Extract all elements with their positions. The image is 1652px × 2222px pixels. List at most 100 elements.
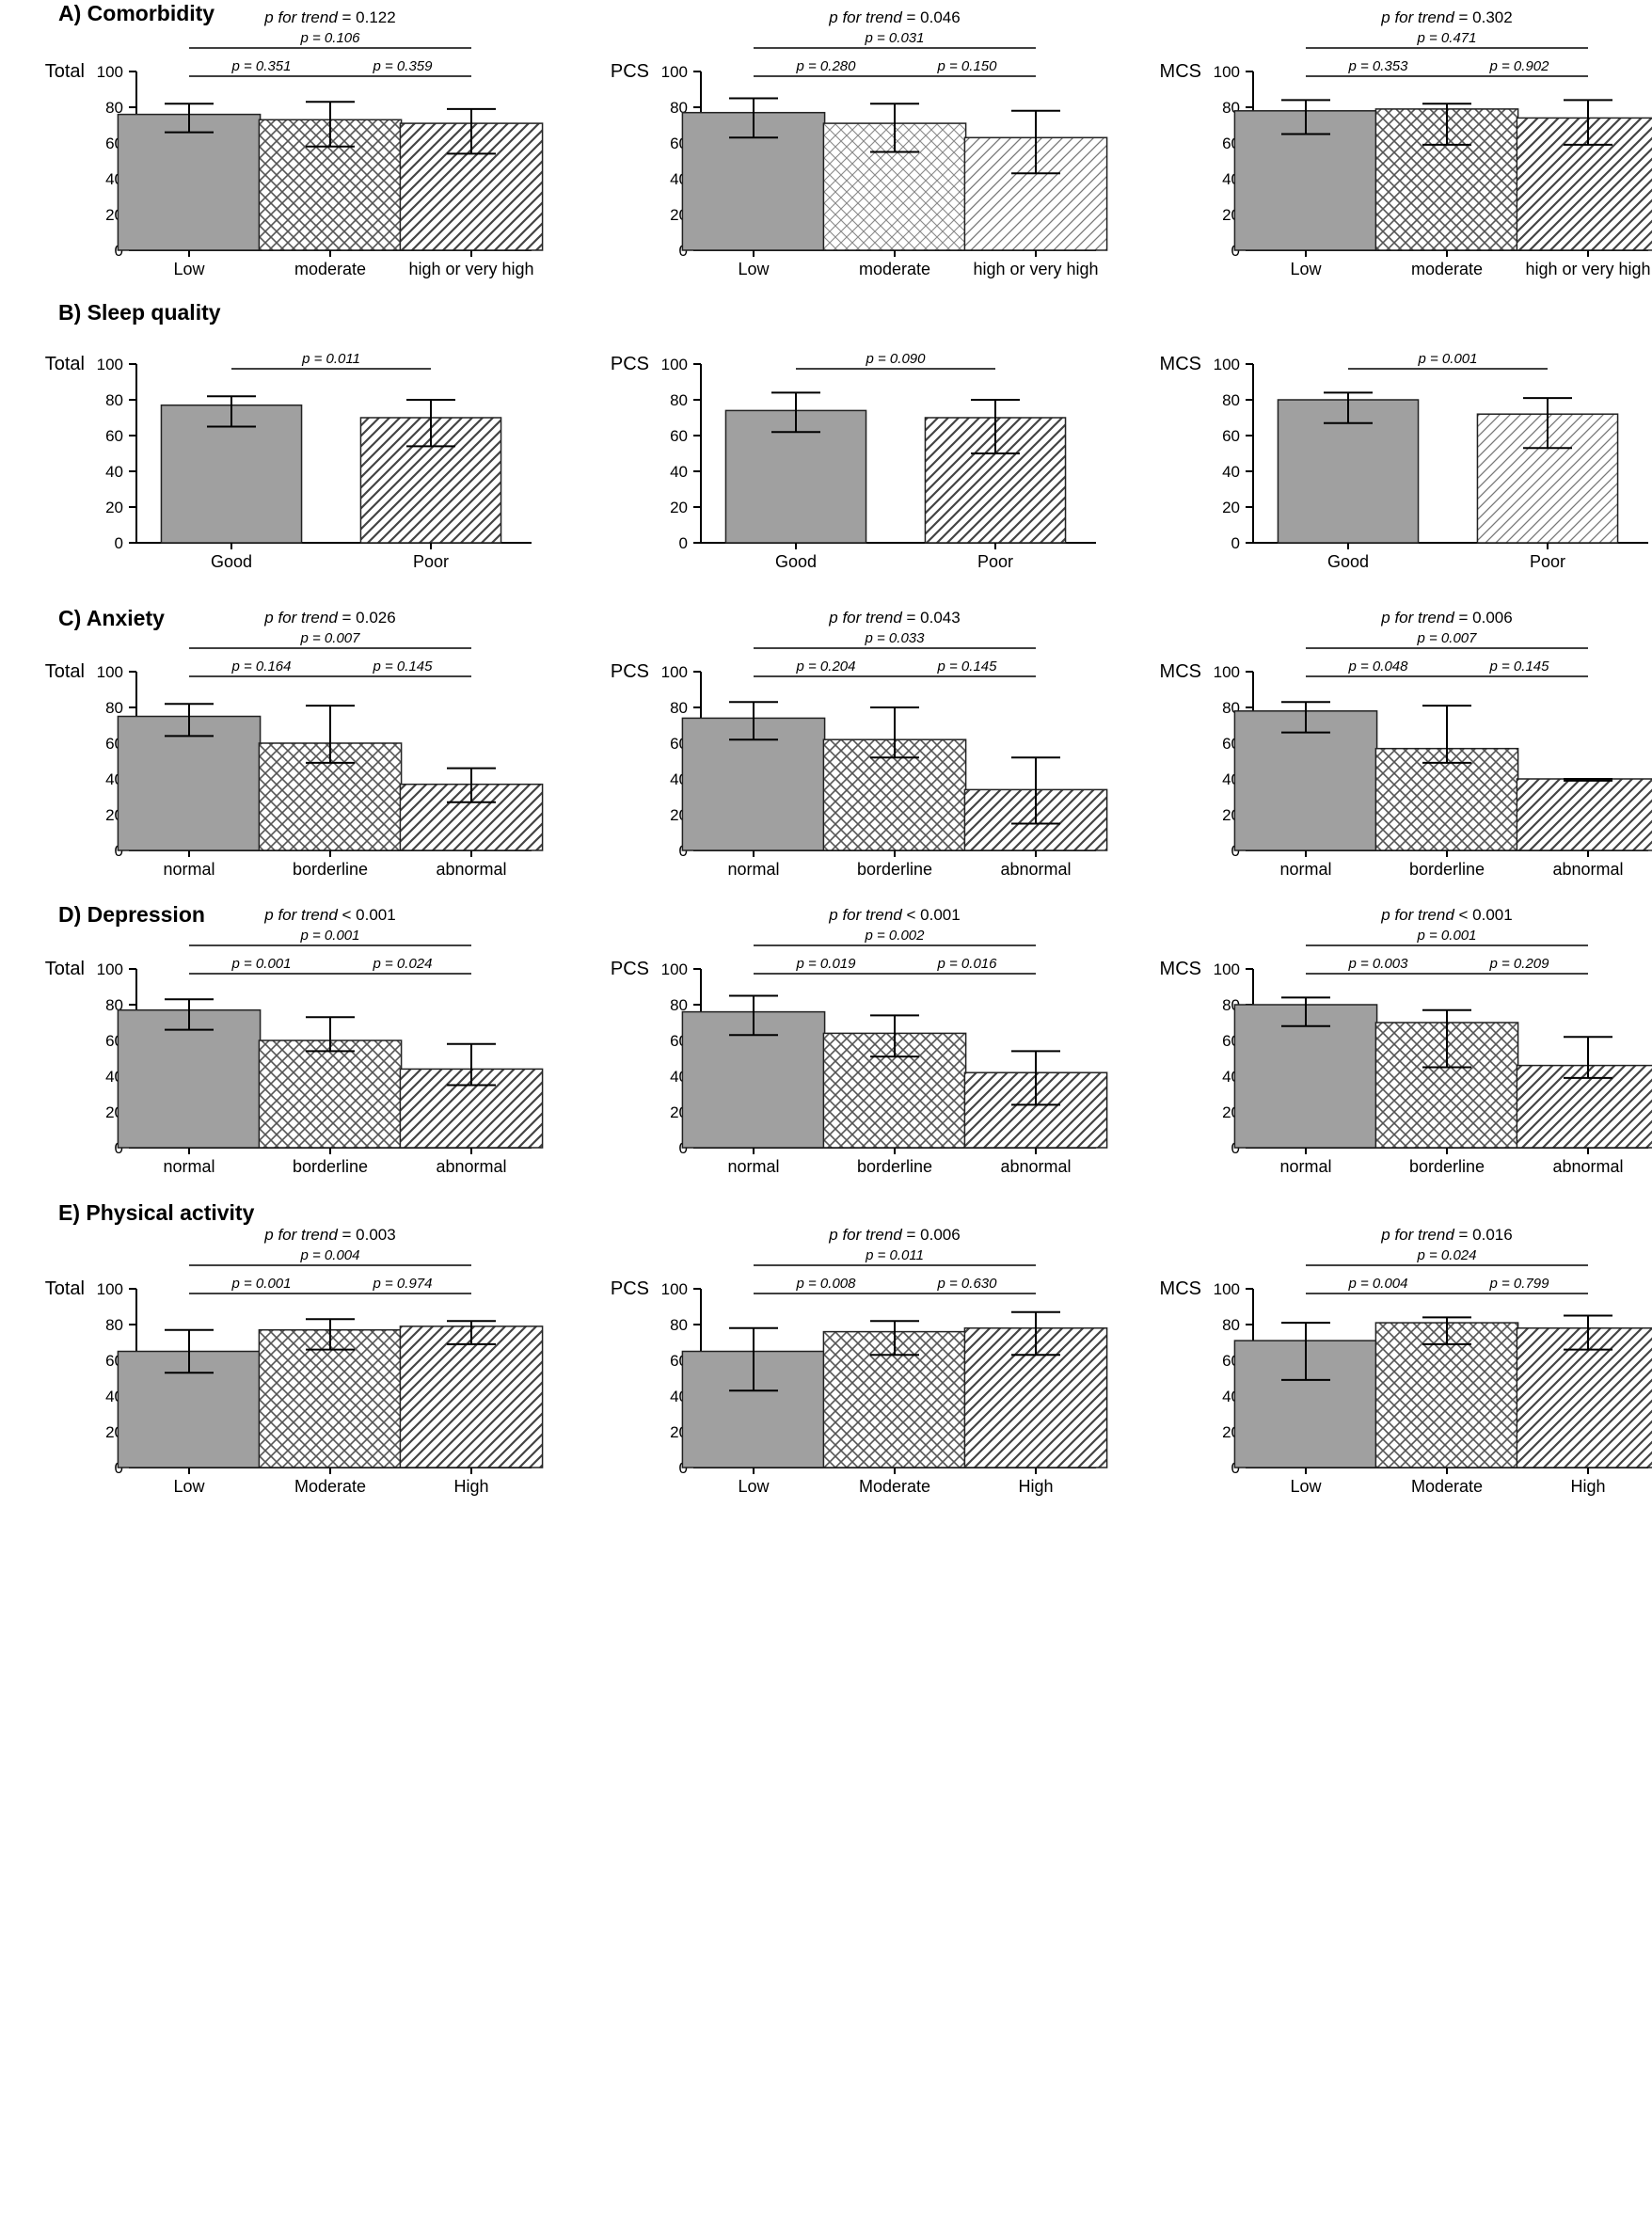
y-tick-label: 60 — [1222, 427, 1240, 445]
y-axis-label: Total — [45, 959, 85, 979]
y-tick-label: 100 — [1214, 63, 1240, 81]
x-tick-label: normal — [163, 1157, 214, 1176]
trend-label-value: = 0.016 — [1459, 1226, 1513, 1244]
comparison-label: p = 0.799 — [1489, 1276, 1550, 1292]
x-tick-label: borderline — [293, 860, 368, 879]
comparison-label: p = 0.106 — [300, 30, 361, 46]
y-tick-label: 100 — [661, 1280, 688, 1298]
comparison-label: p = 0.007 — [1417, 630, 1478, 646]
comparison-label: p = 0.016 — [937, 956, 998, 972]
bar — [1374, 1322, 1519, 1468]
x-tick-label: abnormal — [436, 1157, 506, 1176]
x-tick-label: borderline — [1409, 1157, 1485, 1176]
x-tick-label: moderate — [1411, 260, 1483, 278]
trend-label: p for trend = 0.003 — [263, 1226, 395, 1244]
trend-label-value: = 0.026 — [342, 609, 396, 627]
x-tick-label: borderline — [857, 860, 932, 879]
y-tick-label: 100 — [97, 1280, 123, 1298]
x-tick-label: high or very high — [408, 260, 533, 278]
x-tick-label: Moderate — [859, 1477, 930, 1496]
chart-panel: PCS020406080100LowModerateHighp = 0.011p… — [611, 1226, 1108, 1496]
y-tick-label: 40 — [105, 463, 123, 481]
section-title: B) Sleep quality — [58, 300, 221, 325]
x-tick-label: abnormal — [436, 860, 506, 879]
comparison-label: p = 0.902 — [1489, 58, 1550, 74]
comparison-label: p = 0.150 — [937, 58, 998, 74]
comparison-label: p = 0.031 — [865, 30, 925, 46]
x-tick-label: Low — [173, 260, 205, 278]
y-tick-label: 80 — [670, 699, 688, 717]
bar — [399, 1325, 544, 1468]
bar — [963, 1071, 1108, 1149]
trend-label-prefix: p for trend — [828, 1226, 906, 1244]
comparison-label: p = 0.001 — [1418, 351, 1478, 367]
comparison-label: p = 0.164 — [231, 659, 292, 675]
comparison-label: p = 0.004 — [1348, 1276, 1408, 1292]
trend-label-value: = 0.006 — [907, 1226, 961, 1244]
bar — [1516, 1064, 1652, 1149]
comparison-label: p = 0.011 — [301, 351, 360, 367]
trend-label: p for trend = 0.016 — [1380, 1226, 1512, 1244]
comparison-label: p = 0.630 — [937, 1276, 998, 1292]
x-tick-label: borderline — [1409, 860, 1485, 879]
y-tick-label: 80 — [105, 391, 123, 409]
y-axis-label: Total — [45, 354, 85, 374]
y-tick-label: 100 — [97, 356, 123, 373]
trend-label-value: < 0.001 — [342, 906, 396, 924]
x-tick-label: Low — [1290, 260, 1322, 278]
trend-label: p for trend < 0.001 — [263, 906, 395, 924]
comparison-label: p = 0.280 — [796, 58, 857, 74]
section-title: D) Depression — [58, 902, 205, 927]
y-tick-label: 100 — [97, 63, 123, 81]
comparison-label: p = 0.471 — [1417, 30, 1477, 46]
x-tick-label: Moderate — [294, 1477, 366, 1496]
y-tick-label: 20 — [105, 499, 123, 516]
x-tick-label: High — [453, 1477, 488, 1496]
bar — [117, 1008, 262, 1149]
y-tick-label: 40 — [1222, 463, 1240, 481]
x-tick-label: abnormal — [1552, 860, 1623, 879]
y-tick-label: 100 — [661, 356, 688, 373]
comparison-label: p = 0.353 — [1348, 58, 1409, 74]
trend-label-prefix: p for trend — [1380, 906, 1458, 924]
trend-label-prefix: p for trend — [1380, 609, 1458, 627]
section-title: C) Anxiety — [58, 606, 165, 630]
trend-label-prefix: p for trend — [1380, 8, 1458, 26]
comparison-label: p = 0.145 — [937, 659, 998, 675]
y-tick-label: 100 — [661, 960, 688, 978]
x-tick-label: high or very high — [973, 260, 1098, 278]
y-tick-label: 60 — [105, 427, 123, 445]
y-axis-label: MCS — [1160, 959, 1201, 979]
comparison-label: p = 0.001 — [1417, 928, 1477, 944]
comparison-label: p = 0.024 — [373, 956, 433, 972]
x-tick-label: Poor — [413, 552, 449, 571]
x-tick-label: borderline — [293, 1157, 368, 1176]
comparison-label: p = 0.001 — [231, 956, 292, 972]
y-tick-label: 80 — [105, 99, 123, 117]
y-tick-label: 100 — [1214, 356, 1240, 373]
chart-panel: MCS020406080100LowModerateHighp = 0.024p… — [1160, 1226, 1652, 1496]
x-tick-label: Low — [173, 1477, 205, 1496]
y-tick-label: 100 — [661, 663, 688, 681]
chart-panel: PCS020406080100Lowmoderatehigh or very h… — [611, 8, 1108, 278]
x-tick-label: normal — [727, 1157, 779, 1176]
trend-label-prefix: p for trend — [1380, 1226, 1458, 1244]
comparison-label: p = 0.145 — [1489, 659, 1550, 675]
trend-label-value: = 0.046 — [907, 8, 961, 26]
x-tick-label: abnormal — [1000, 1157, 1071, 1176]
x-tick-label: Good — [775, 552, 817, 571]
comparison-label: p = 0.090 — [866, 351, 927, 367]
y-axis-label: Total — [45, 1278, 85, 1299]
x-tick-label: abnormal — [1552, 1157, 1623, 1176]
x-tick-label: Good — [211, 552, 252, 571]
x-tick-label: Poor — [977, 552, 1013, 571]
trend-label-prefix: p for trend — [263, 609, 342, 627]
trend-label-value: < 0.001 — [907, 906, 961, 924]
y-axis-label: MCS — [1160, 1278, 1201, 1299]
comparison-label: p = 0.145 — [373, 659, 434, 675]
trend-label-value: = 0.006 — [1459, 609, 1513, 627]
comparison-label: p = 0.024 — [1417, 1247, 1477, 1263]
chart-panel: E) Physical activityTotal020406080100Low… — [45, 1200, 544, 1496]
y-axis-label: MCS — [1160, 61, 1201, 82]
chart-panel: B) Sleep quality Total 0 20 40 60 80 100 Good Poo… — [45, 300, 532, 571]
